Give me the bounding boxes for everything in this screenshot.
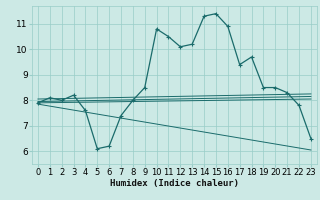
X-axis label: Humidex (Indice chaleur): Humidex (Indice chaleur) — [110, 179, 239, 188]
